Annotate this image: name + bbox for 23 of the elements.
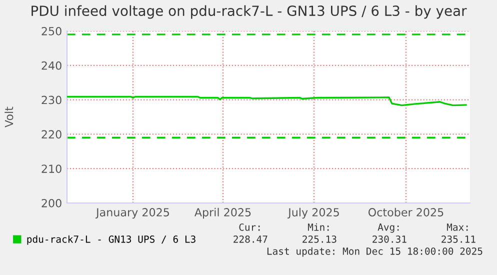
y-tick-label: 220 — [42, 130, 62, 139]
y-tick-label: 200 — [42, 198, 62, 208]
text: 230.31 — [372, 235, 406, 243]
legend-label: pdu-rack7-L - GN13 UPS / 6 L3 — [27, 235, 196, 245]
chart-title: PDU infeed voltage on pdu-rack7-L - GN13 UPS / 6 L3 - by year — [32, 5, 467, 19]
x-tick-label: July 2025 — [288, 208, 339, 219]
x-tick-label: October 2025 — [368, 208, 444, 216]
y-tick-label: 230 — [42, 96, 62, 104]
y-tick-label: 240 — [42, 61, 62, 70]
x-tick-label: April 2025 — [194, 208, 251, 219]
text: 228.47 — [234, 235, 268, 243]
text: Min: — [308, 223, 329, 231]
line-series — [67, 96, 467, 106]
x-tick-label: January 2025 — [95, 208, 169, 219]
y-axis-title: Volt — [4, 106, 14, 128]
text: Cur: — [239, 223, 260, 231]
text: Last update: Mon Dec 15 18:00:00 2025 — [267, 247, 482, 257]
text: Avg: — [378, 224, 399, 233]
text: 225.13 — [302, 235, 336, 243]
text: 235.11 — [442, 235, 476, 243]
text: Max: — [446, 224, 468, 231]
y-tick-label: 250 — [42, 26, 62, 36]
y-tick-label: 210 — [42, 164, 62, 173]
